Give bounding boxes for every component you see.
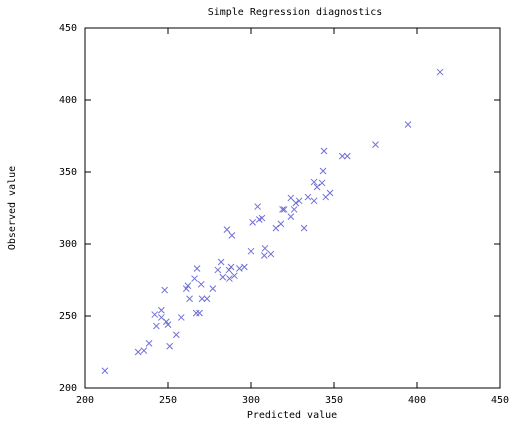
y-tick-label: 200 [59,383,77,394]
x-tick-label: 250 [159,395,177,406]
point [249,219,257,226]
point [151,311,159,318]
point [101,367,109,375]
point [320,147,328,155]
point [197,280,205,288]
point [198,295,206,303]
point [404,121,412,128]
y-tick-label: 400 [59,95,77,106]
point [223,226,231,233]
point [261,244,269,252]
point [161,286,169,294]
point [313,183,321,191]
point [267,250,275,258]
point [177,314,185,321]
point [287,213,295,220]
point [318,179,326,187]
point [241,263,248,271]
point [225,266,233,274]
point [140,347,148,354]
point [326,189,334,197]
point [277,220,285,228]
point [134,348,142,356]
chart-title: Simple Regression diagnostics [208,7,383,18]
point [153,322,160,330]
point [310,178,318,186]
y-tick-label: 250 [59,311,77,322]
point [166,342,174,350]
x-tick-label: 200 [76,395,94,406]
point [290,206,298,213]
point [191,275,198,282]
point [184,282,192,290]
point [310,197,318,205]
point [158,306,165,314]
point [227,263,235,271]
point [193,265,201,272]
point [319,167,327,175]
point [217,258,225,266]
point [300,224,308,232]
point [228,232,236,239]
point [372,141,379,148]
point [164,321,172,328]
point [231,272,238,280]
point [145,340,153,347]
y-tick-label: 300 [59,239,77,250]
point [338,152,346,160]
x-tick-label: 350 [325,395,343,406]
point [214,266,222,274]
point [292,199,300,207]
point [295,197,303,205]
x-tick-label: 300 [242,395,260,406]
point [280,206,288,213]
point [186,295,193,303]
point [192,309,200,317]
point [236,265,243,272]
point [172,331,180,339]
point [247,247,255,255]
y-axis-label: Observed value [7,166,18,250]
plot-frame [84,27,501,389]
point [226,275,233,282]
point [258,214,266,222]
point [436,68,444,76]
point [279,206,286,213]
point [260,252,268,259]
x-axis-label: Predicted value [247,410,337,421]
point [196,309,203,317]
x-tick-label: 400 [408,395,426,406]
point [304,193,312,201]
point [203,295,211,303]
y-tick-label: 350 [59,167,77,178]
point [209,285,217,292]
point [343,152,351,160]
point [219,273,227,281]
y-tick-label: 450 [59,23,77,34]
point [287,194,295,202]
point [254,203,261,210]
x-tick-label: 450 [491,395,509,406]
